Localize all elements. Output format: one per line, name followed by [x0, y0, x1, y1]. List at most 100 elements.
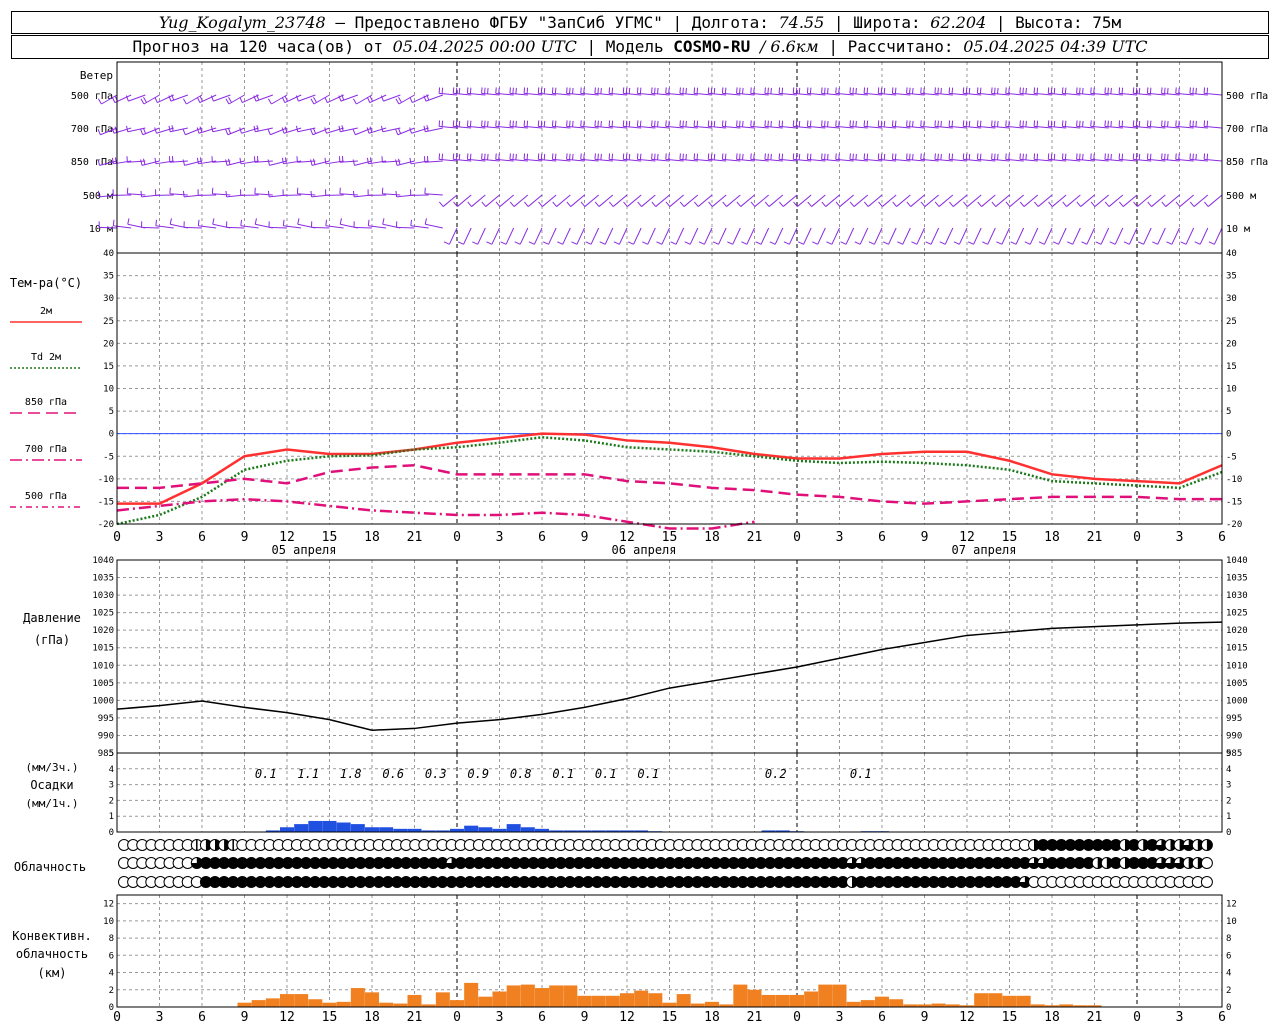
wind-barb-flag	[656, 241, 663, 245]
wind-barb-flag	[1161, 201, 1167, 207]
precipitation-ytick-right: 0	[1226, 828, 1231, 838]
wind-barb	[1080, 194, 1095, 207]
model-label: Модель	[605, 37, 664, 56]
wind-barb-flag	[526, 153, 529, 160]
wind-barb-flag	[1093, 87, 1095, 94]
wind-barb	[817, 227, 826, 245]
convective-bar	[676, 994, 691, 1007]
wind-barb-flag	[583, 120, 585, 127]
wind-barb-flag	[1189, 153, 1191, 160]
wind-barb-flag	[495, 87, 497, 94]
wind-barb-flag	[240, 219, 243, 226]
convective-bar	[804, 991, 819, 1007]
time-tick-label-bottom: 12	[619, 1010, 635, 1024]
wind-barb	[457, 194, 472, 207]
wind-barb-flag	[906, 120, 908, 127]
convective-bar	[407, 994, 422, 1007]
wind-barb-flag	[1052, 241, 1059, 245]
time-tick-label: 18	[364, 530, 380, 545]
wind-barb-flag	[741, 241, 748, 245]
wind-barb-flag	[594, 87, 596, 94]
wind-barb	[910, 194, 925, 207]
time-tick-label-bottom: 21	[747, 1010, 763, 1024]
pressure-ytick-left: 1015	[92, 644, 114, 654]
wind-barb	[867, 194, 883, 207]
wind-barb-flag	[253, 125, 256, 132]
lon-value: 74.55	[778, 13, 825, 32]
wind-barb-flag	[809, 87, 812, 94]
wind-barb-flag	[965, 87, 968, 94]
wind-barb	[1151, 194, 1166, 207]
wind-barb	[562, 227, 571, 245]
wind-barb-flag	[827, 120, 829, 127]
wind-barb-flag	[140, 98, 145, 105]
wind-barb	[1143, 227, 1152, 245]
wind-barb-flag	[707, 153, 710, 160]
wind-barb-flag	[324, 127, 327, 134]
cloud-cover-symbol	[1200, 876, 1213, 888]
convective-bar	[931, 1003, 946, 1007]
wind-barb-flag	[367, 219, 370, 226]
wind-barb	[754, 194, 769, 207]
wind-barb	[718, 227, 727, 245]
wind-barb-flag	[909, 120, 911, 127]
wind-barb-flag	[1135, 153, 1138, 160]
wind-barb-flag	[455, 153, 458, 160]
temperature-legend-label: 850 гПа	[25, 397, 67, 408]
wind-barb-flag	[382, 218, 385, 225]
wind-barb-flag	[625, 120, 628, 127]
pressure-ylabel: Давление	[23, 611, 81, 625]
wind-barb-flag	[1067, 241, 1073, 245]
wind-barb	[499, 194, 514, 207]
wind-barb-flag	[196, 96, 201, 103]
pressure-ytick-right: 1015	[1226, 644, 1248, 654]
wind-barb-flag	[1203, 120, 1206, 127]
pressure-ytick-right: 1040	[1226, 556, 1248, 566]
temperature-ytick-left: 5	[109, 407, 114, 417]
wind-barb-flag	[1047, 120, 1050, 127]
date-label: 07 апреля	[951, 543, 1016, 557]
wind-barb-flag	[821, 201, 827, 207]
precip-bar	[265, 830, 280, 832]
wind-barb	[604, 227, 614, 245]
cloud-cover-three	[1155, 839, 1167, 851]
wind-barb-flag	[693, 87, 696, 94]
wind-barb-flag	[806, 87, 809, 94]
wind-barb-flag	[1175, 87, 1177, 94]
wind-barb-flag	[866, 120, 869, 127]
wind-barb-flag	[778, 153, 781, 160]
wind-barb-flag	[685, 153, 687, 160]
wind-barb-flag	[736, 87, 738, 94]
wind-barb-flag	[487, 120, 489, 127]
temperature-ytick-right: 40	[1226, 249, 1237, 259]
wind-barb-flag	[512, 153, 514, 160]
model-resolution: / 6.6км	[759, 37, 819, 56]
wind-barb-flag	[543, 120, 546, 127]
wind-barb-flag	[1104, 201, 1110, 207]
wind-barb-flag	[937, 120, 939, 127]
wind-barb-flag	[654, 87, 656, 94]
wind-barb-flag	[295, 125, 299, 132]
wind-barb-flag	[1107, 120, 1109, 127]
wind-barb-flag	[182, 98, 187, 105]
wind-barb-flag	[1166, 241, 1173, 245]
wind-barb	[675, 227, 685, 245]
convective-bar	[1073, 1005, 1088, 1007]
wind-barb-flag	[1146, 87, 1149, 94]
wind-barb-flag	[710, 87, 713, 94]
wind-barb	[226, 226, 245, 229]
wind-barb	[100, 127, 118, 136]
wind-barb-flag	[1019, 87, 1021, 94]
wind-barb	[689, 227, 699, 245]
wind-barb-flag	[267, 190, 270, 197]
convective-ytick-right: 10	[1226, 917, 1237, 927]
wind-barb-flag	[855, 87, 857, 94]
wind-level-right: 850 гПа	[1226, 157, 1268, 168]
wind-barb-flag	[338, 125, 341, 132]
pressure-ytick-left: 1000	[92, 696, 114, 706]
pressure-ytick-right: 985	[1226, 749, 1242, 759]
wind-barb	[297, 127, 316, 133]
wind-barb-flag	[1008, 120, 1010, 127]
wind-barb-flag	[498, 120, 500, 127]
wind-barb-flag	[651, 120, 653, 127]
